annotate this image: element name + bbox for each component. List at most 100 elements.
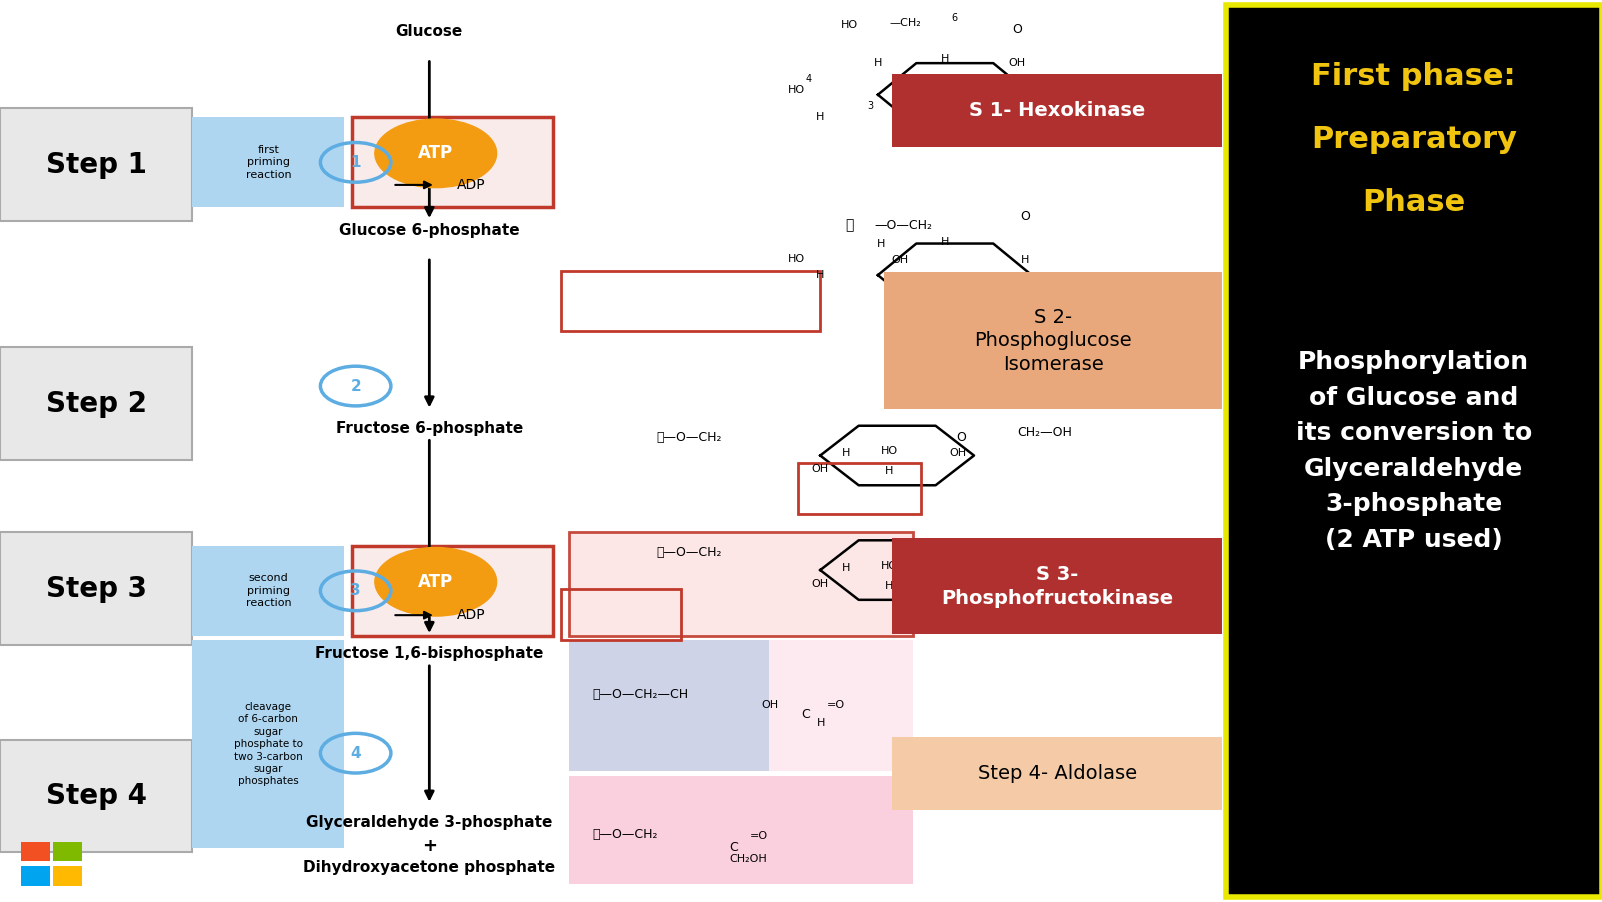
Text: OH: OH [1030, 114, 1046, 124]
Circle shape [375, 548, 497, 616]
Text: H: H [815, 270, 825, 281]
Text: Glyceraldehyde 3-phosphate: Glyceraldehyde 3-phosphate [306, 815, 553, 830]
Text: —CH₂: —CH₂ [889, 17, 921, 28]
FancyBboxPatch shape [892, 737, 1222, 810]
Text: OH: OH [1009, 58, 1025, 69]
FancyBboxPatch shape [569, 640, 913, 771]
Text: Ⓟ—O—CH₂—CH: Ⓟ—O—CH₂—CH [593, 688, 689, 701]
Text: Phase: Phase [1362, 189, 1466, 217]
Text: 1: 1 [351, 155, 360, 170]
FancyBboxPatch shape [21, 866, 50, 886]
Text: second
priming
reaction: second priming reaction [245, 574, 292, 608]
Text: HO: HO [881, 446, 897, 456]
FancyBboxPatch shape [569, 14, 913, 334]
FancyBboxPatch shape [352, 546, 553, 636]
FancyBboxPatch shape [892, 74, 1222, 147]
Text: HO: HO [881, 561, 897, 572]
Text: 6: 6 [952, 13, 958, 23]
Text: O: O [1012, 23, 1022, 36]
Text: Preparatory: Preparatory [1310, 125, 1517, 154]
Text: Ⓟ—O—CH₂: Ⓟ—O—CH₂ [657, 546, 723, 558]
Text: O: O [956, 546, 966, 558]
Text: Step 4- Aldolase: Step 4- Aldolase [977, 764, 1137, 783]
Text: CH₂—O—Ⓟ: CH₂—O—Ⓟ [1012, 541, 1078, 554]
Text: H: H [1020, 254, 1030, 265]
Text: Ⓟ—O—CH₂: Ⓟ—O—CH₂ [657, 431, 723, 444]
FancyBboxPatch shape [1226, 5, 1602, 897]
Text: =O: =O [750, 831, 767, 842]
Text: Step 4: Step 4 [45, 782, 147, 810]
Text: Dihydroxyacetone phosphate: Dihydroxyacetone phosphate [303, 861, 556, 875]
Text: Phosphorylation
of Glucose and
its conversion to
Glyceraldehyde
3-phosphate
(2 A: Phosphorylation of Glucose and its conve… [1296, 351, 1532, 551]
FancyBboxPatch shape [192, 117, 344, 207]
Text: C: C [729, 842, 737, 854]
Text: ADP: ADP [457, 178, 485, 192]
FancyBboxPatch shape [0, 532, 192, 645]
Text: H: H [841, 563, 851, 574]
Text: H: H [841, 447, 851, 458]
Text: OH: OH [812, 579, 828, 590]
Text: OH: OH [812, 464, 828, 474]
Text: cleavage
of 6-carbon
sugar
phosphate to
two 3-carbon
sugar
phosphates: cleavage of 6-carbon sugar phosphate to … [234, 702, 303, 787]
FancyBboxPatch shape [352, 117, 553, 207]
Text: S 2-
Phosphoglucose
Isomerase: S 2- Phosphoglucose Isomerase [974, 308, 1133, 373]
Text: H: H [1020, 85, 1030, 96]
Text: S 1- Hexokinase: S 1- Hexokinase [969, 101, 1145, 120]
Text: H: H [815, 112, 825, 123]
Text: Step 1: Step 1 [46, 151, 146, 179]
FancyBboxPatch shape [0, 740, 192, 852]
Text: C: C [801, 708, 809, 721]
Text: OH: OH [1030, 272, 1046, 283]
FancyBboxPatch shape [892, 538, 1222, 634]
Text: H: H [940, 53, 950, 64]
Text: O: O [1020, 210, 1030, 223]
Text: H: H [817, 718, 825, 729]
Text: 2: 2 [351, 379, 360, 393]
Text: CH₂—OH: CH₂—OH [1017, 427, 1072, 439]
Text: OH: OH [892, 85, 908, 96]
FancyBboxPatch shape [569, 640, 769, 771]
Text: HO: HO [788, 85, 804, 96]
Text: H: H [884, 465, 894, 476]
FancyBboxPatch shape [569, 343, 913, 523]
Text: H: H [940, 236, 950, 247]
Text: H: H [884, 581, 894, 592]
Text: H: H [876, 238, 886, 249]
Text: first
priming
reaction: first priming reaction [245, 145, 292, 179]
Text: S 3-
Phosphofructokinase: S 3- Phosphofructokinase [942, 565, 1173, 608]
Text: First phase:: First phase: [1312, 62, 1515, 91]
Text: CH₂OH: CH₂OH [729, 853, 767, 864]
FancyBboxPatch shape [884, 272, 1222, 409]
FancyBboxPatch shape [21, 842, 50, 861]
Text: Step 3: Step 3 [45, 575, 147, 603]
Circle shape [375, 119, 497, 188]
Text: ATP: ATP [418, 573, 453, 591]
Text: ATP: ATP [418, 144, 453, 162]
Text: 3: 3 [351, 584, 360, 598]
FancyBboxPatch shape [0, 347, 192, 460]
Text: =O: =O [827, 700, 844, 711]
Text: Ⓟ: Ⓟ [844, 218, 854, 233]
Text: 2: 2 [993, 103, 1000, 114]
Text: +: + [421, 837, 437, 855]
FancyBboxPatch shape [569, 532, 913, 636]
Text: OH: OH [761, 700, 779, 711]
Text: OH: OH [950, 447, 966, 458]
FancyBboxPatch shape [53, 866, 82, 886]
Text: Ⓟ—O—CH₂: Ⓟ—O—CH₂ [593, 828, 658, 841]
Text: OH: OH [892, 254, 908, 265]
Text: Glucose: Glucose [396, 24, 463, 39]
Text: —O—CH₂: —O—CH₂ [875, 219, 932, 232]
Text: Fructose 1,6-bisphosphate: Fructose 1,6-bisphosphate [316, 647, 543, 661]
Text: Fructose 6-phosphate: Fructose 6-phosphate [336, 421, 522, 436]
Text: 4: 4 [351, 746, 360, 760]
Text: HO: HO [841, 20, 857, 31]
FancyBboxPatch shape [0, 108, 192, 221]
FancyBboxPatch shape [569, 776, 913, 884]
Text: H: H [873, 58, 883, 69]
Text: 4: 4 [806, 74, 812, 85]
Text: O: O [956, 431, 966, 444]
FancyBboxPatch shape [192, 640, 344, 848]
Text: Glucose 6-phosphate: Glucose 6-phosphate [340, 223, 519, 237]
FancyBboxPatch shape [53, 842, 82, 861]
